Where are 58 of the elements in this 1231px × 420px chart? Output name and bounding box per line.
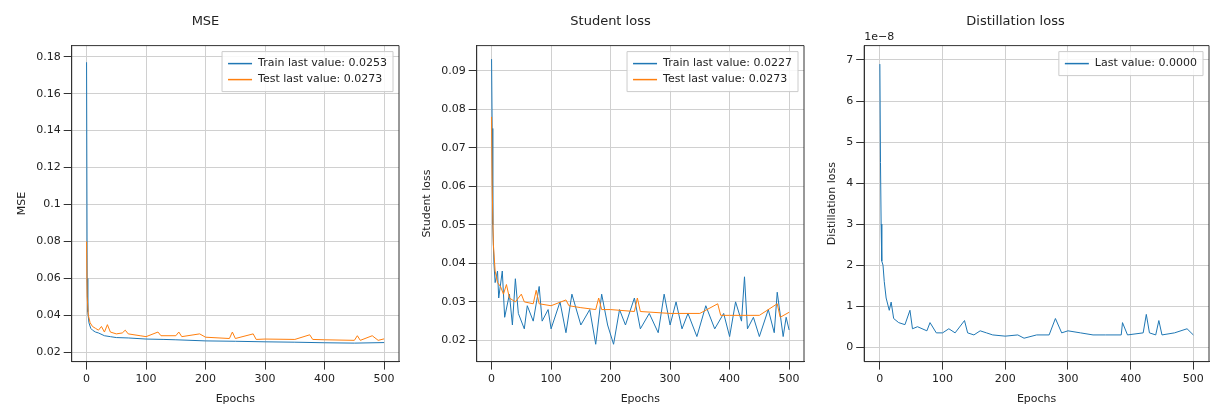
x-tick-label: 300: [1057, 372, 1079, 386]
y-tick-label: 0.08: [36, 234, 61, 248]
y-tick-label: 0.02: [36, 345, 61, 359]
y-tick-label: 0.04: [36, 308, 61, 322]
x-tick-label: 100: [135, 372, 157, 386]
y-axis-title: Student loss: [420, 169, 434, 238]
y-tick-label: 0.06: [36, 271, 61, 285]
x-tick-label: 0: [488, 372, 496, 386]
y-tick-label: 2: [846, 258, 854, 272]
y-tick-label: 7: [846, 52, 854, 66]
legend-label: Last value: 0.0000: [1094, 56, 1198, 70]
legend-label: Train last value: 0.0227: [662, 56, 792, 70]
x-tick-label: 300: [659, 372, 681, 386]
x-tick-label: 300: [254, 372, 276, 386]
x-tick-label: 200: [994, 372, 1016, 386]
y-tick-label: 0.12: [36, 160, 61, 174]
y-tick-label: 0.16: [36, 86, 61, 100]
x-tick-label: 200: [600, 372, 622, 386]
y-tick-label: 0.05: [441, 217, 466, 231]
y-tick-label: 0.06: [441, 179, 466, 193]
y-tick-label: 0.14: [36, 123, 61, 137]
legend-label: Train last value: 0.0253: [257, 56, 387, 70]
y-tick-label: 4: [846, 175, 854, 189]
y-tick-label: 0.18: [36, 49, 61, 63]
chart-title: Student loss: [570, 13, 651, 29]
y-tick-label: 0.04: [441, 256, 466, 270]
x-tick-label: 100: [540, 372, 562, 386]
y-tick-label: 0.1: [43, 197, 61, 211]
x-axis-title: Epochs: [215, 392, 256, 406]
x-tick-label: 500: [373, 372, 395, 386]
y-axis-title: Distillation loss: [825, 161, 839, 246]
y-axis-title: MSE: [15, 191, 29, 216]
x-tick-label: 0: [876, 372, 884, 386]
x-tick-label: 100: [932, 372, 954, 386]
y-tick-label: 6: [846, 93, 854, 107]
y-tick-label: 1: [846, 299, 854, 313]
y-tick-label: 0.08: [441, 102, 466, 116]
y-tick-label: 5: [846, 134, 854, 148]
x-tick-label: 400: [719, 372, 741, 386]
x-tick-label: 500: [778, 372, 800, 386]
x-tick-label: 400: [314, 372, 336, 386]
x-axis-title: Epochs: [620, 392, 661, 406]
legend-label: Test last value: 0.0273: [257, 72, 383, 86]
x-axis-title: Epochs: [1016, 392, 1057, 406]
x-tick-label: 200: [195, 372, 217, 386]
y-tick-label: 0: [846, 340, 854, 354]
text: 1e−8: [864, 29, 895, 43]
y-tick-label: 0.03: [441, 294, 466, 308]
y-tick-label: 0.02: [441, 333, 466, 347]
x-tick-label: 400: [1120, 372, 1142, 386]
chart-title: Distillation loss: [966, 13, 1065, 29]
y-tick-label: 0.09: [441, 63, 466, 77]
x-tick-label: 0: [83, 372, 91, 386]
chart-title: MSE: [191, 13, 220, 29]
y-tick-label: 0.07: [441, 140, 466, 154]
legend-label: Test last value: 0.0273: [662, 72, 788, 86]
y-tick-label: 3: [846, 216, 854, 230]
x-tick-label: 500: [1182, 372, 1204, 386]
